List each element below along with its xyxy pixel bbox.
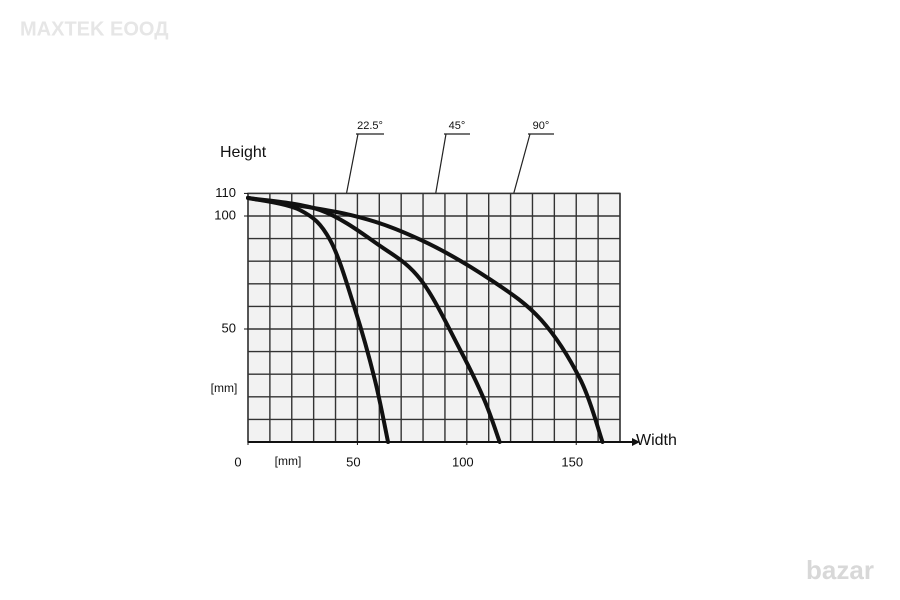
watermark: MAXTEK ЕООД (20, 18, 168, 40)
x-tick-label: 150 (561, 454, 583, 469)
y-axis-label: Height (220, 144, 267, 161)
series-label: 45° (449, 120, 466, 132)
plot-area (247, 192, 621, 443)
x-axis-label: Width (636, 432, 677, 449)
logo: bazar (806, 555, 874, 585)
series-label: 22.5° (357, 120, 383, 132)
y-tick-label: 100 (214, 207, 236, 222)
curve (246, 195, 391, 444)
y-tick-label: 110 (215, 185, 236, 200)
y-unit: [mm] (211, 381, 238, 395)
x-tick-label: 0 (234, 454, 241, 469)
x-axis-arrow (632, 438, 640, 446)
x-tick-label: 100 (452, 454, 474, 469)
y-tick-label: 50 (222, 320, 236, 335)
series-label: 90° (533, 120, 550, 132)
curve (246, 195, 605, 444)
x-tick-label: 50 (346, 454, 360, 469)
x-unit: [mm] (275, 454, 302, 468)
